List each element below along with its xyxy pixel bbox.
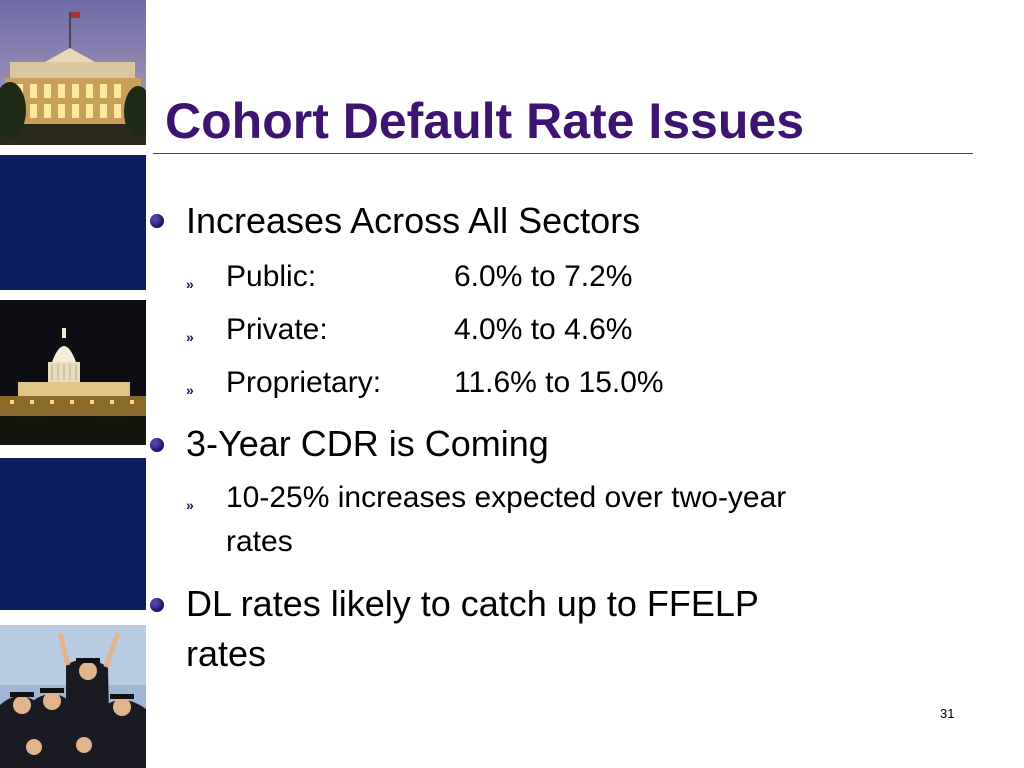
sub-bullet-glyph: »: [186, 497, 194, 513]
graduates-photo: [0, 625, 146, 768]
sub-bullet-glyph: »: [186, 329, 194, 345]
title-underline: [153, 153, 973, 154]
sub-bullet-glyph: »: [186, 382, 194, 398]
bullet-3-text-line1: DL rates likely to catch up to FFELP: [186, 583, 759, 624]
slide-title: Cohort Default Rate Issues: [165, 93, 805, 149]
white-house-photo: [0, 0, 146, 145]
sub-bullet-public: Public: 6.0% to 7.2%: [226, 255, 632, 299]
sector-value: 4.0% to 4.6%: [454, 313, 633, 346]
bullet-2-text: 3-Year CDR is Coming: [186, 423, 549, 464]
bullet-dot: [150, 438, 164, 452]
bullet-dot: [150, 598, 164, 612]
sub-bullet-3yr-line1: 10-25% increases expected over two-year: [226, 481, 787, 514]
navy-panel-1: [0, 155, 146, 290]
bullet-3-text-line2: rates: [186, 633, 267, 674]
sector-value: 6.0% to 7.2%: [454, 260, 633, 293]
sub-bullet-proprietary: Proprietary: 11.6% to 15.0%: [226, 361, 664, 405]
bullet-1-text: Increases Across All Sectors: [186, 200, 641, 241]
sector-label: Public:: [226, 260, 317, 293]
sidebar: [0, 0, 146, 768]
capitol-photo: [0, 300, 146, 445]
bullet-dot: [150, 214, 164, 228]
sector-label: Proprietary:: [226, 366, 382, 399]
sector-value: 11.6% to 15.0%: [454, 366, 664, 399]
sector-label: Private:: [226, 313, 328, 346]
sub-bullet-private: Private: 4.0% to 4.6%: [226, 308, 632, 352]
sub-bullet-3yr-line2: rates: [226, 525, 293, 558]
navy-panel-2: [0, 458, 146, 610]
slide-number: 31: [940, 706, 955, 721]
sub-bullet-glyph: »: [186, 276, 194, 292]
